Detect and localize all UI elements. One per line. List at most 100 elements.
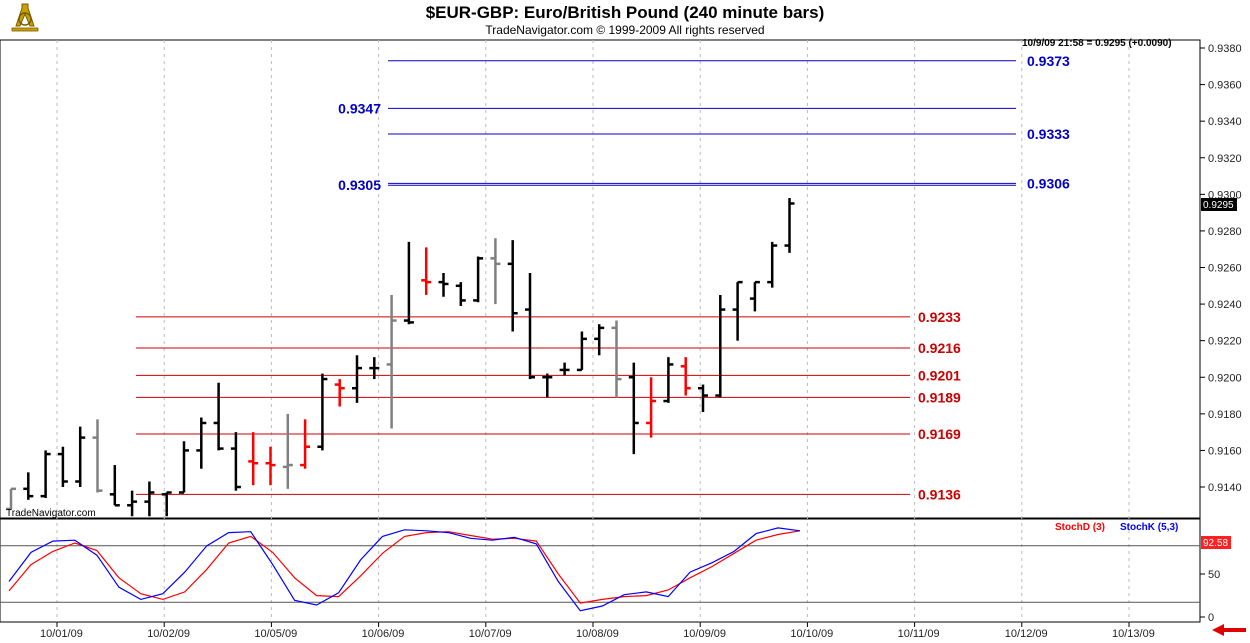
- ohlc-bar: [386, 294, 397, 429]
- stoch-k-line: [8, 527, 801, 612]
- ohlc-bar: [732, 280, 743, 341]
- y-tick-label: 0.9200: [1208, 372, 1242, 384]
- ohlc-bar: [438, 272, 449, 297]
- x-tick-label: 10/09/09: [683, 628, 726, 640]
- resistance-label: 0.9347: [338, 100, 381, 116]
- watermark-text: TradeNavigator.com: [6, 508, 96, 519]
- y-tick-label: 0.9320: [1208, 153, 1242, 165]
- stoch-y-tick-label: 50: [1208, 569, 1220, 581]
- x-tick-label: 10/12/09: [1005, 628, 1048, 640]
- ohlc-bar: [576, 331, 587, 372]
- ohlc-bar: [628, 362, 639, 455]
- support-label: 0.9189: [918, 389, 961, 405]
- ohlc-bar: [473, 256, 484, 303]
- ohlc-bar: [161, 491, 172, 517]
- ohlc-bar: [749, 280, 760, 312]
- ohlc-bar: [109, 465, 120, 507]
- ohlc-bar: [559, 362, 570, 376]
- ohlc-bar: [680, 357, 691, 396]
- y-tick-label: 0.9360: [1208, 80, 1242, 92]
- ohlc-bar: [265, 446, 276, 486]
- ohlc-bar: [300, 419, 311, 469]
- ohlc-bar: [698, 384, 708, 413]
- resistance-label: 0.9373: [1027, 53, 1070, 69]
- ohlc-bar: [542, 373, 553, 398]
- ohlc-bar: [75, 426, 86, 487]
- y-tick-label: 0.9280: [1208, 226, 1242, 238]
- y-tick-label: 0.9180: [1208, 409, 1242, 421]
- ohlc-bar: [92, 419, 103, 493]
- x-tick-label: 10/13/09: [1112, 628, 1155, 640]
- x-tick-label: 10/11/09: [898, 628, 940, 640]
- y-tick-label: 0.9240: [1208, 299, 1242, 311]
- resistance-label: 0.9305: [338, 177, 381, 193]
- ohlc-bar: [196, 417, 207, 469]
- ohlc-bar: [421, 247, 432, 295]
- ohlc-bar: [317, 373, 328, 451]
- logo-icon: [11, 3, 39, 32]
- ohlc-bar: [490, 238, 501, 305]
- ohlc-bar: [6, 487, 16, 511]
- ohlc-bar: [144, 481, 155, 517]
- legend-stoch-k: StochK (5,3): [1120, 522, 1178, 533]
- last-price-label: 0.9295: [1203, 200, 1234, 211]
- stoch-value-label: 92.58: [1203, 538, 1228, 549]
- ohlc-bar: [594, 324, 605, 356]
- date-x-axis: 10/01/09 10/02/09 10/05/09 10/06/09 10/07/09…: [40, 622, 1155, 640]
- y-tick-label: 0.9380: [1208, 43, 1242, 55]
- ohlc-bar: [127, 490, 138, 517]
- resistance-label: 0.9333: [1027, 126, 1070, 142]
- last-bar-info: 10/9/09 21:58 = 0.9295 (+0.0090): [1022, 38, 1172, 49]
- support-label: 0.9216: [918, 340, 961, 356]
- stoch-d-line: [8, 530, 801, 604]
- support-label: 0.9136: [918, 486, 961, 502]
- ohlc-bar: [455, 282, 466, 306]
- ohlc-bar: [23, 472, 34, 500]
- ohlc-bar: [767, 241, 778, 288]
- y-tick-label: 0.9340: [1208, 116, 1242, 128]
- x-tick-label: 10/08/09: [576, 628, 619, 640]
- ohlc-bar: [715, 294, 726, 398]
- ohlc-bar: [784, 197, 795, 253]
- level-lines: 0.9373 0.9347 0.9333 0.9306 0.9305 0.9233 0.92…: [136, 53, 1070, 502]
- stochastic-panel: 0 50: [0, 527, 1220, 624]
- ohlc-bar: [403, 241, 414, 325]
- support-label: 0.9201: [918, 367, 961, 383]
- last-price-tag: 0.9295: [1201, 198, 1237, 211]
- x-tick-label: 10/07/09: [469, 628, 512, 640]
- ohlc-bar: [646, 377, 657, 438]
- vertical-gridlines: [56, 40, 1130, 622]
- support-label: 0.9169: [918, 426, 961, 442]
- ohlc-bar: [525, 272, 535, 380]
- ohlc-bar: [611, 320, 622, 398]
- y-tick-label: 0.9160: [1208, 445, 1242, 457]
- support-label: 0.9233: [918, 309, 961, 325]
- price-y-axis: 0.9140 0.9160 0.9180 0.9200 0.9220 0.9240 0.92…: [1200, 43, 1242, 494]
- legend-stoch-d: StochD (3): [1055, 522, 1105, 533]
- stoch-y-tick-label: 0: [1208, 612, 1214, 624]
- ohlc-bar: [57, 446, 68, 487]
- ohlc-bar: [40, 450, 51, 498]
- ohlc-bar: [663, 357, 674, 403]
- ohlc-bar: [352, 355, 362, 403]
- resistance-label: 0.9306: [1027, 175, 1070, 191]
- price-panel-frame: [0, 39, 1201, 519]
- ohlc-bar: [369, 357, 380, 380]
- ohlc-bar: [507, 240, 518, 332]
- x-tick-label: 10/05/09: [254, 628, 297, 640]
- ohlc-bar: [334, 379, 345, 407]
- ohlc-bar: [230, 432, 241, 491]
- y-tick-label: 0.9260: [1208, 263, 1242, 275]
- ohlc-bar: [179, 441, 189, 494]
- x-tick-label: 10/01/09: [40, 628, 83, 640]
- stoch-value-tag: 92.58: [1201, 536, 1231, 549]
- x-tick-label: 10/02/09: [147, 628, 190, 640]
- left-arrow-icon[interactable]: [1212, 624, 1246, 636]
- ohlc-bars: [6, 197, 795, 517]
- chart-title: $EUR-GBP: Euro/British Pound (240 minute…: [426, 3, 825, 22]
- ohlc-bar: [213, 382, 224, 451]
- ohlc-bar: [248, 432, 259, 486]
- ohlc-bar: [282, 413, 293, 489]
- copyright-text: TradeNavigator.com © 1999-2009 All right…: [485, 23, 764, 37]
